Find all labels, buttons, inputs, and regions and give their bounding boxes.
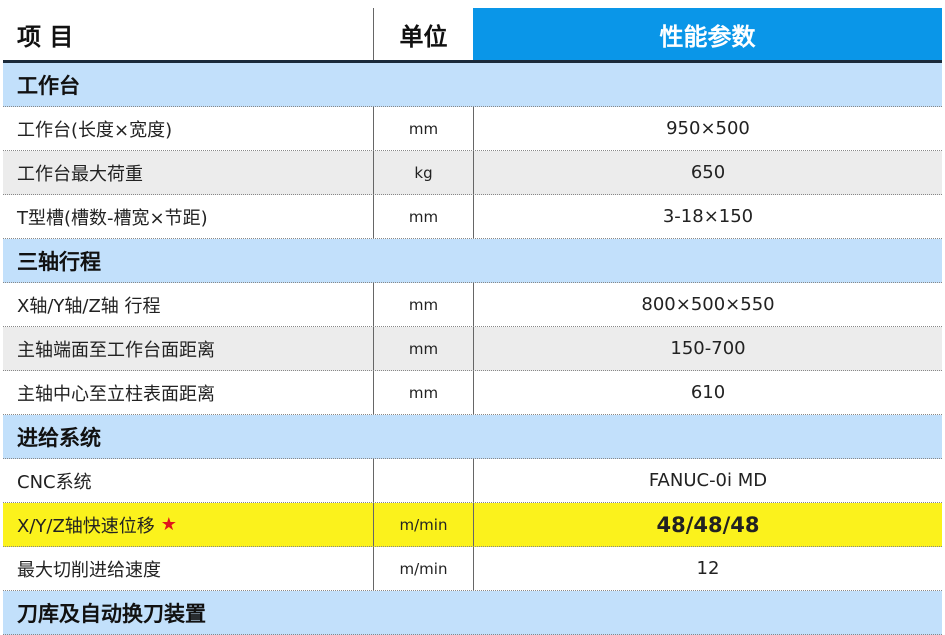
table-row: X轴/Y轴/Z轴 行程 mm 800×500×550 bbox=[3, 283, 942, 327]
table-row: 最大切削进给速度 m/min 12 bbox=[3, 547, 942, 591]
spec-table: 项 目 单位 性能参数 工作台 工作台(长度×宽度) mm 950×500 工作台最… bbox=[3, 8, 942, 635]
table-row: 工作台(长度×宽度) mm 950×500 bbox=[3, 107, 942, 151]
row-item: 主轴端面至工作台面距离 bbox=[17, 339, 215, 361]
row-item: X轴/Y轴/Z轴 行程 bbox=[17, 295, 161, 317]
header-unit: 单位 bbox=[373, 8, 473, 60]
table-header: 项 目 单位 性能参数 bbox=[3, 8, 942, 63]
header-params: 性能参数 bbox=[473, 8, 942, 60]
row-value: 610 bbox=[473, 371, 942, 414]
row-value: 950×500 bbox=[473, 107, 942, 150]
row-item: CNC系统 bbox=[17, 471, 92, 493]
row-unit: mm bbox=[373, 107, 473, 150]
row-value: 650 bbox=[473, 151, 942, 194]
row-value: FANUC-0i MD bbox=[473, 459, 942, 502]
row-unit: kg bbox=[373, 151, 473, 194]
table-row: 主轴中心至立柱表面距离 mm 610 bbox=[3, 371, 942, 415]
row-item: 主轴中心至立柱表面距离 bbox=[17, 383, 215, 405]
section-feed-system: 进给系统 bbox=[3, 415, 942, 459]
header-item: 项 目 bbox=[17, 22, 74, 51]
table-row: T型槽(槽数-槽宽×节距) mm 3-18×150 bbox=[3, 195, 942, 239]
row-value: 150-700 bbox=[473, 327, 942, 370]
row-item: 工作台最大荷重 bbox=[17, 163, 143, 185]
row-unit bbox=[373, 459, 473, 502]
row-unit: m/min bbox=[373, 547, 473, 590]
table-row: 工作台最大荷重 kg 650 bbox=[3, 151, 942, 195]
row-unit: mm bbox=[373, 283, 473, 326]
star-icon: ★ bbox=[160, 514, 177, 535]
table-row-highlighted: X/Y/Z轴快速位移 ★ m/min 48/48/48 bbox=[3, 503, 942, 547]
row-value: 48/48/48 bbox=[473, 503, 942, 546]
table-row: CNC系统 FANUC-0i MD bbox=[3, 459, 942, 503]
row-item: 工作台(长度×宽度) bbox=[17, 119, 173, 141]
row-value: 800×500×550 bbox=[473, 283, 942, 326]
row-item: T型槽(槽数-槽宽×节距) bbox=[17, 207, 208, 229]
row-unit: mm bbox=[373, 371, 473, 414]
row-unit: mm bbox=[373, 195, 473, 238]
section-axis-travel: 三轴行程 bbox=[3, 239, 942, 283]
row-value: 12 bbox=[473, 547, 942, 590]
row-unit: m/min bbox=[373, 503, 473, 546]
section-tool-magazine: 刀库及自动换刀装置 bbox=[3, 591, 942, 635]
row-item: X/Y/Z轴快速位移 bbox=[17, 515, 155, 537]
row-value: 3-18×150 bbox=[473, 195, 942, 238]
row-item-cell: X/Y/Z轴快速位移 ★ bbox=[3, 503, 373, 546]
row-unit: mm bbox=[373, 327, 473, 370]
table-row: 主轴端面至工作台面距离 mm 150-700 bbox=[3, 327, 942, 371]
row-item: 最大切削进给速度 bbox=[17, 559, 161, 581]
section-worktable: 工作台 bbox=[3, 63, 942, 107]
